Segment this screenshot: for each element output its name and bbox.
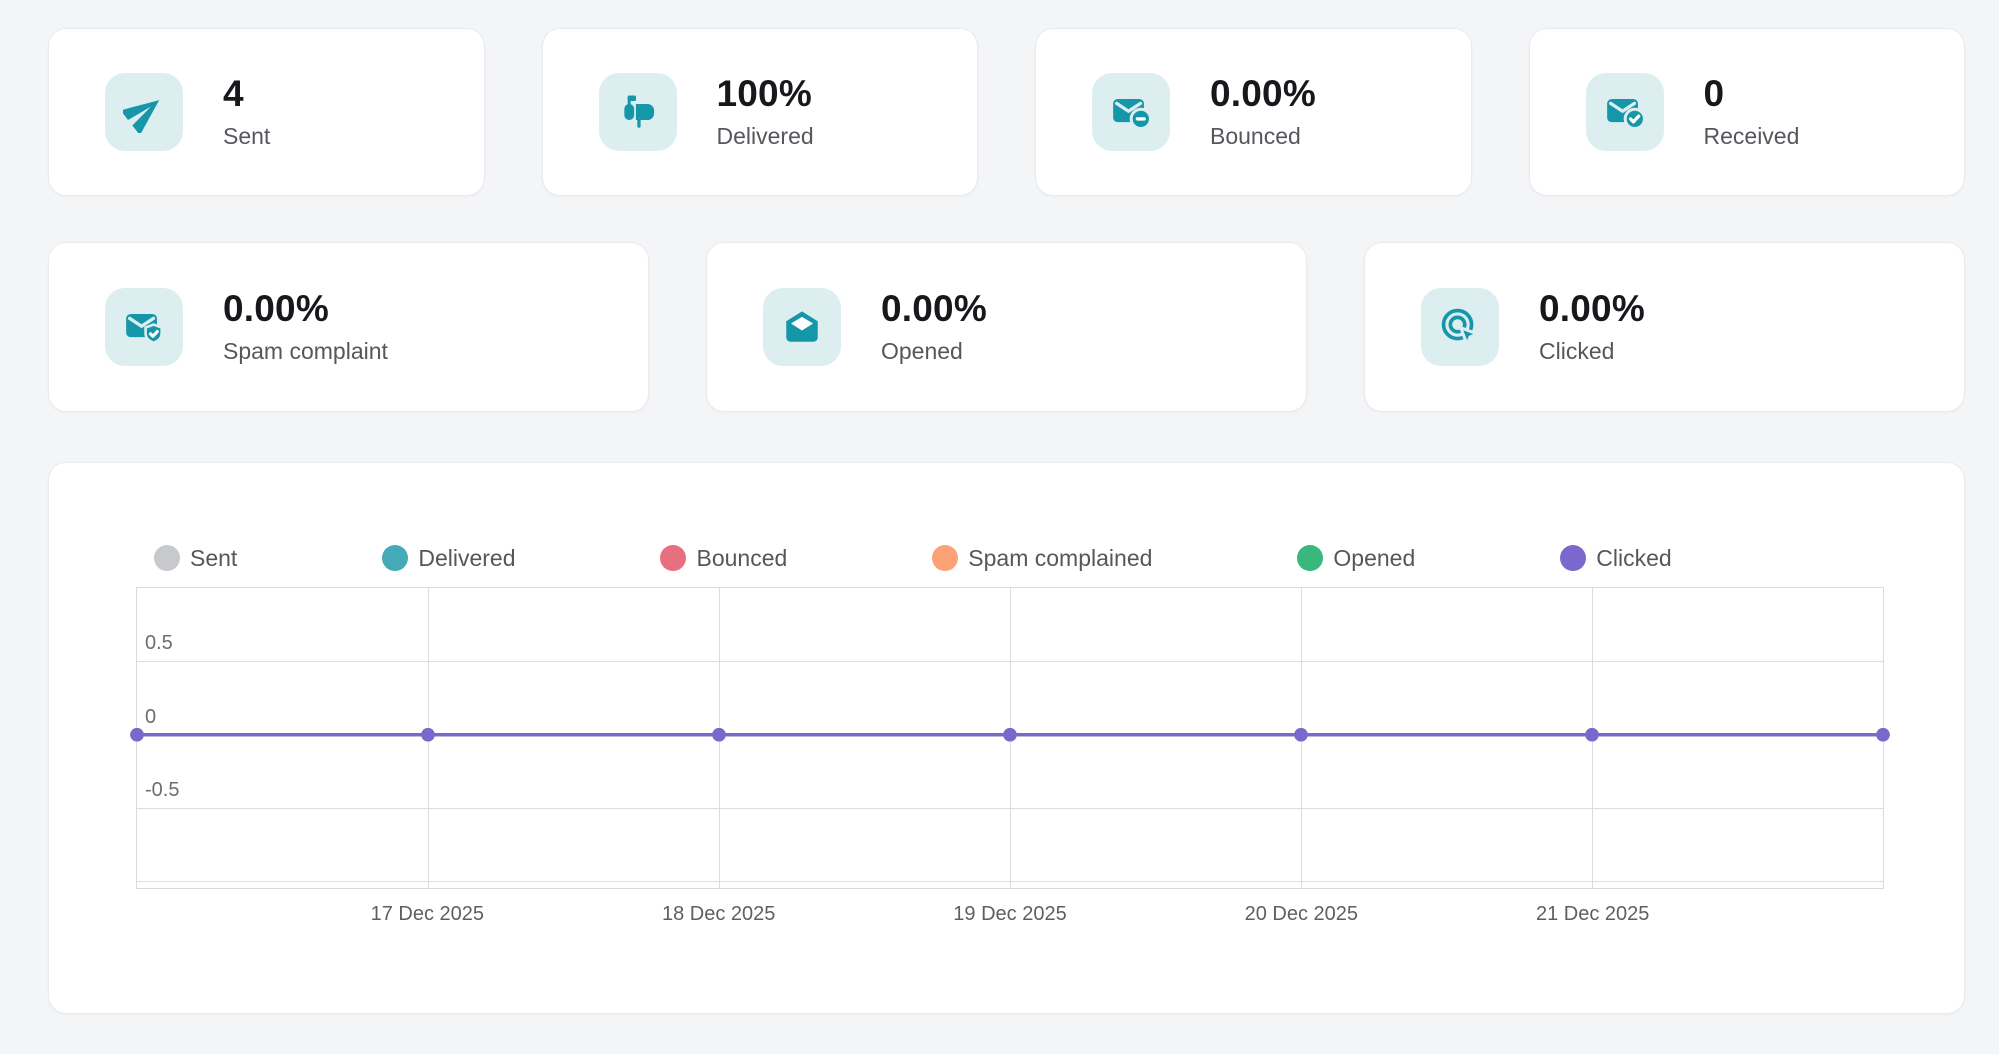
- stat-text: 4 Sent: [223, 72, 271, 150]
- data-point-clicked: [712, 728, 726, 742]
- legend-dot: [1560, 545, 1587, 571]
- legend-item-sent[interactable]: Sent: [154, 545, 237, 572]
- send-icon: [105, 73, 183, 151]
- x-axis-tick-label: 21 Dec 2025: [1535, 903, 1650, 925]
- legend-label: Opened: [1333, 544, 1416, 571]
- stat-label: Received: [1703, 122, 1800, 149]
- x-axis-tick-label: 17 Dec 2025: [370, 903, 485, 925]
- chart-card: Sent Delivered Bounced Spam complained Opene…: [48, 462, 1965, 1014]
- stat-label: Opened: [881, 337, 963, 364]
- stat-text: 0 Received: [1703, 72, 1800, 150]
- legend-item-clicked[interactable]: Clicked: [1560, 544, 1672, 572]
- y-axis-tick-label: 0.5: [145, 632, 173, 655]
- mail-shield-icon: [105, 288, 183, 366]
- stat-label: Clicked: [1539, 337, 1615, 364]
- stat-value: 0.00%: [1539, 287, 1645, 329]
- chart-x-axis: 17 Dec 2025 18 Dec 2025 19 Dec 2025 20 Dec …: [136, 889, 1884, 933]
- legend-item-opened[interactable]: Opened: [1297, 545, 1415, 572]
- stat-card-clicked: 0.00% Clicked: [1364, 242, 1965, 412]
- chart-plot-area: 0.5 0 -0.5: [130, 587, 1890, 889]
- data-point-clicked: [1294, 728, 1308, 742]
- legend-dot: [660, 545, 687, 571]
- legend-item-delivered[interactable]: Delivered: [382, 545, 515, 572]
- legend-label: Sent: [190, 544, 238, 571]
- legend-item-bounced[interactable]: Bounced: [660, 545, 787, 572]
- stat-text: 100% Delivered: [716, 72, 814, 150]
- data-point-clicked: [421, 728, 435, 742]
- y-axis-tick-label: 0: [145, 705, 157, 728]
- stat-text: 0.00% Bounced: [1210, 72, 1316, 150]
- x-axis-tick-label: 19 Dec 2025: [953, 903, 1067, 925]
- x-axis-tick-label: 18 Dec 2025: [661, 903, 776, 925]
- legend-dot: [382, 545, 409, 571]
- legend-label: Delivered: [418, 544, 516, 571]
- stat-text: 0.00% Clicked: [1539, 287, 1645, 365]
- data-point-clicked: [1585, 728, 1599, 742]
- stat-label: Bounced: [1210, 122, 1301, 149]
- stats-row-2: 0.00% Spam complaint 0.00% Opened: [48, 242, 1965, 412]
- stat-text: 0.00% Opened: [881, 287, 987, 365]
- stat-card-delivered: 100% Delivered: [541, 28, 978, 196]
- chart-legend: Sent Delivered Bounced Spam complained Opene…: [154, 541, 1884, 575]
- stat-card-spam-complaint: 0.00% Spam complaint: [48, 242, 649, 412]
- chart-inner: Sent Delivered Bounced Spam complained Opene…: [130, 541, 1890, 933]
- legend-dot: [1297, 545, 1324, 571]
- mail-check-icon: [1585, 73, 1664, 151]
- stat-value: 4: [223, 72, 244, 114]
- mail-open-icon: [763, 288, 841, 366]
- stat-label: Delivered: [716, 122, 814, 149]
- legend-label: Spam complained: [968, 544, 1153, 571]
- stat-value: 0: [1703, 72, 1725, 114]
- stat-card-received: 0 Received: [1528, 28, 1965, 196]
- data-point-clicked: [130, 728, 144, 742]
- mail-minus-icon: [1092, 73, 1170, 151]
- email-analytics-dashboard: 4 Sent 100% Delivered: [48, 28, 1965, 1014]
- x-axis-tick-label: 20 Dec 2025: [1244, 903, 1359, 925]
- stat-value: 0.00%: [881, 287, 987, 329]
- legend-label: Clicked: [1596, 544, 1672, 571]
- legend-dot: [932, 545, 959, 571]
- legend-dot: [154, 545, 180, 571]
- stats-row-1: 4 Sent 100% Delivered: [48, 28, 1965, 196]
- stat-label: Sent: [223, 122, 271, 149]
- legend-item-spam-complained[interactable]: Spam complained: [932, 545, 1152, 572]
- stat-text: 0.00% Spam complaint: [223, 287, 388, 365]
- stat-card-opened: 0.00% Opened: [706, 242, 1307, 412]
- mailbox-icon: [598, 73, 677, 151]
- stat-value: 100%: [716, 72, 812, 114]
- data-point-clicked: [1003, 728, 1017, 742]
- chart-series-layer: [130, 728, 1890, 742]
- y-axis-tick-label: -0.5: [145, 779, 180, 801]
- data-point-clicked: [1876, 728, 1890, 742]
- legend-label: Bounced: [696, 544, 788, 571]
- stat-label: Spam complaint: [223, 337, 388, 364]
- stat-card-bounced: 0.00% Bounced: [1035, 28, 1472, 196]
- stat-value: 0.00%: [223, 287, 329, 329]
- click-target-icon: [1421, 288, 1499, 366]
- stat-card-sent: 4 Sent: [48, 28, 485, 196]
- stat-value: 0.00%: [1210, 72, 1316, 114]
